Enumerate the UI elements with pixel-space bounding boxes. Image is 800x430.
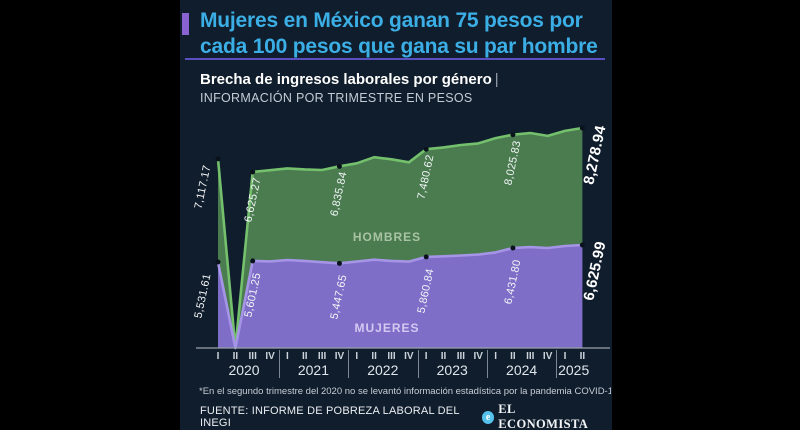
hombres-line (216, 126, 584, 350)
year-separator (417, 350, 419, 378)
quarter-tick-label: II (579, 351, 586, 362)
quarter-tick-label: II (232, 351, 239, 362)
year-label: 2023 (436, 362, 468, 378)
quarter-tick-label: I (355, 351, 359, 362)
mujeres-series-label: MUJERES (354, 321, 420, 335)
infographic-content: Mujeres en México ganan 75 pesos por cad… (180, 0, 612, 430)
data-point-dot (510, 245, 516, 251)
page-title: Mujeres en México ganan 75 pesos por cad… (200, 8, 598, 60)
data-point-dot (510, 132, 516, 138)
footer-row: FUENTE: INFORME DE POBREZA LABORAL DEL I… (200, 402, 604, 430)
title-underline (185, 58, 605, 60)
brand-logo: e EL ECONOMISTA (481, 402, 604, 430)
chart-subtitle: INFORMACIÓN POR TRIMESTRE EN PESOS (200, 91, 473, 105)
mujeres-line (216, 243, 584, 350)
year-label: 2025 (558, 362, 590, 378)
quarter-tick-label: I (494, 351, 497, 362)
title-line-1: Mujeres en México ganan 75 pesos por (200, 9, 583, 32)
hombres-series-label: HOMBRES (352, 230, 422, 244)
data-point-dot (579, 125, 585, 131)
data-point-dot (215, 259, 221, 265)
quarter-tick-label: IV (265, 351, 275, 362)
data-point-dot (423, 146, 429, 152)
brand-name: EL ECONOMISTA (498, 402, 589, 430)
quarter-tick-label: III (248, 351, 257, 362)
el-economista-globe-icon: e (481, 410, 495, 424)
hombres-area (218, 128, 583, 348)
source-text: FUENTE: INFORME DE POBREZA LABORAL DEL I… (200, 405, 460, 429)
quarter-tick-label: II (510, 351, 516, 362)
year-label: 2020 (228, 362, 260, 378)
mujeres-area (218, 245, 583, 348)
year-separator (556, 350, 558, 378)
quarter-tick-label: I (216, 351, 220, 362)
year-label: 2022 (367, 362, 399, 378)
quarter-tick-label: II (301, 351, 308, 362)
quarter-tick-label: I (424, 351, 428, 362)
covid-footnote: *En el segundo trimestre del 2020 no se … (199, 386, 611, 397)
year-label: 2024 (506, 362, 538, 378)
quarter-tick-label: III (387, 351, 396, 362)
quarter-tick-label: IV (542, 351, 553, 362)
data-point-dot (250, 258, 256, 264)
data-point-dot (215, 156, 221, 162)
data-point-dots (215, 125, 585, 266)
quarter-tick-label: III (526, 351, 535, 362)
title-line-2: cada 100 pesos que gana su par hombre (200, 35, 598, 58)
chart-title: Brecha de ingresos laborales por género | (200, 71, 499, 88)
data-point-dot (250, 169, 256, 175)
data-point-dot (336, 163, 342, 169)
quarter-tick-label: I (563, 351, 567, 362)
chart-title-separator: | (494, 71, 499, 88)
year-separator (348, 350, 350, 378)
data-point-dot (336, 260, 342, 266)
year-label: 2021 (297, 362, 329, 378)
year-separator (278, 350, 280, 378)
quarter-tick-label: II (440, 351, 447, 362)
quarter-tick-label: III (317, 351, 327, 362)
income-gap-area-chart (196, 125, 610, 350)
year-separator (486, 350, 488, 378)
data-point-dot (579, 242, 585, 248)
title-accent-bar (182, 13, 189, 35)
chart-title-text: Brecha de ingresos laborales por género (200, 71, 492, 88)
quarter-tick-label: IV (334, 351, 345, 362)
quarter-tick-label: IV (473, 351, 483, 362)
quarter-tick-label: IV (404, 351, 414, 362)
data-point-dot (423, 254, 429, 260)
quarter-tick-label: I (286, 351, 289, 362)
quarter-tick-label: III (456, 351, 466, 362)
quarter-tick-label: II (371, 351, 377, 362)
